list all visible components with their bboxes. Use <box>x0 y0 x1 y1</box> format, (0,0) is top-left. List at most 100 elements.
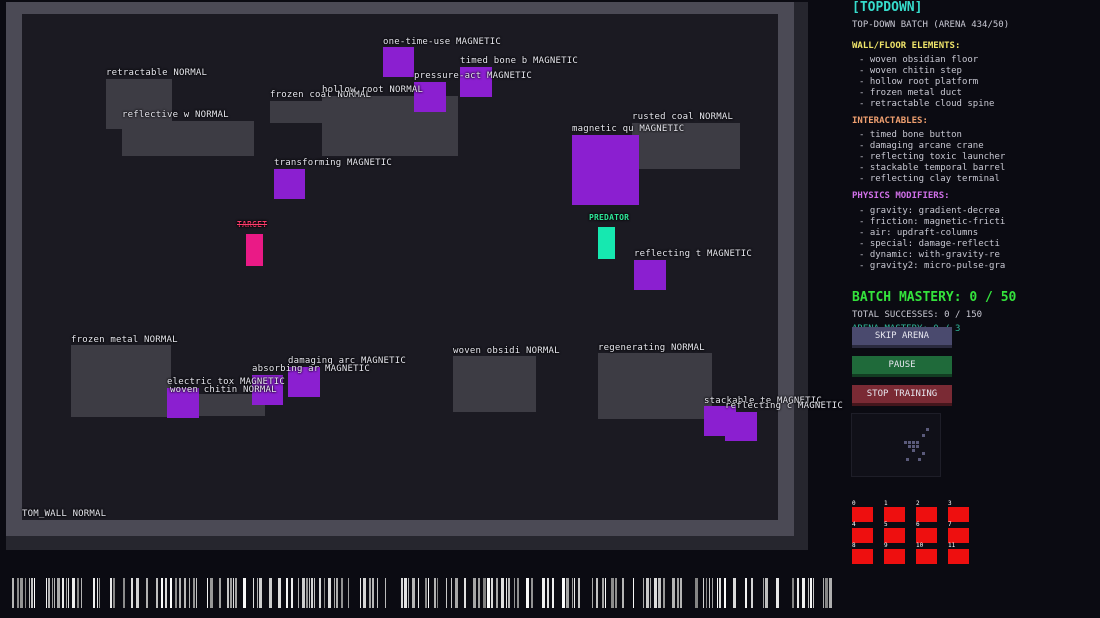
wall-list-item: - frozen metal duct <box>859 88 962 98</box>
barcode-bar <box>650 578 651 608</box>
agent-slot-number: 10 <box>916 542 924 549</box>
magnetic-electric-tox <box>167 388 199 418</box>
predator-label: PREDATOR <box>589 213 630 222</box>
physics-heading: PHYSICS MODIFIERS: <box>852 191 950 201</box>
barcode-bar <box>311 578 313 608</box>
agent-slot-number: 7 <box>948 521 952 528</box>
barcode-bar <box>517 578 519 608</box>
barcode-bar <box>196 578 197 608</box>
barcode-bar <box>175 578 177 608</box>
barcode-bar <box>487 578 490 608</box>
interactable-list-item: - stackable temporal barrel <box>859 163 1006 173</box>
stop-training-button[interactable]: STOP TRAINING <box>852 385 952 406</box>
barcode-bar <box>483 578 486 608</box>
skip-arena-button[interactable]: SKIP ARENA <box>852 327 952 348</box>
label-woven-obsidian: woven obsidi NORMAL <box>453 346 560 356</box>
label-electric-tox: electric tox MAGNETIC <box>167 377 285 387</box>
barcode-bar <box>77 578 79 608</box>
barcode-bar <box>706 578 707 608</box>
barcode-bar <box>146 578 148 608</box>
agent-slot-number: 3 <box>948 500 952 507</box>
barcode-bar <box>434 578 436 608</box>
barcode-bar <box>797 578 799 608</box>
barcode-bar <box>751 578 753 608</box>
physics-list-item: - gravity: gradient-decrea <box>859 206 1000 216</box>
barcode-bar <box>724 578 726 608</box>
magnetic-one-time-use <box>383 47 414 77</box>
barcode-bar <box>464 578 466 608</box>
barcode-bar <box>658 578 661 608</box>
barcode-bar <box>418 578 419 608</box>
barcode-bar <box>712 578 713 608</box>
barcode-bar <box>646 578 649 608</box>
label-regenerating: regenerating NORMAL <box>598 343 705 353</box>
barcode-bar <box>412 578 415 608</box>
wall-list-item: - woven obsidian floor <box>859 55 979 65</box>
barcode-bar <box>269 578 272 608</box>
barcode-bar <box>428 578 429 608</box>
wall-list-item: - hollow root platform <box>859 77 979 87</box>
barcode-bar <box>404 578 407 608</box>
barcode-bar <box>278 578 281 608</box>
pause-button[interactable]: PAUSE <box>852 356 952 377</box>
timeline-barcode <box>12 578 832 608</box>
barcode-bar <box>184 578 186 608</box>
barcode-bar <box>408 578 409 608</box>
barcode-bar <box>286 578 288 608</box>
agent-slot <box>948 528 969 543</box>
interactables-heading: INTERACTABLES: <box>852 116 928 126</box>
barcode-bar <box>230 578 232 608</box>
minimap-dot <box>912 449 915 452</box>
barcode-bar <box>136 578 139 608</box>
barcode-bar <box>156 578 158 608</box>
barcode-bar <box>566 578 569 608</box>
label-one-time-use: one-time-use MAGNETIC <box>383 37 501 47</box>
barcode-bar <box>161 578 163 608</box>
minimap-dot <box>916 441 919 444</box>
barcode-bar <box>29 578 30 608</box>
barcode-bar <box>68 578 69 608</box>
barcode-bar <box>34 578 35 608</box>
barcode-bar <box>425 578 427 608</box>
agent-slot <box>916 507 937 522</box>
barcode-bar <box>455 578 458 608</box>
barcode-bar <box>506 578 507 608</box>
agent-slot-number: 1 <box>884 500 888 507</box>
target-label: TARGET <box>237 220 268 229</box>
barcode-bar <box>574 578 575 608</box>
barcode-bar <box>437 578 438 608</box>
barcode-bar <box>110 578 112 608</box>
physics-list-item: - dynamic: with-gravity-re <box>859 250 1000 260</box>
label-magnetic-qu: magnetic qu MAGNETIC <box>572 124 685 134</box>
barcode-bar <box>309 578 310 608</box>
barcode-bar <box>763 578 764 608</box>
magnetic-damaging-arc <box>288 367 320 397</box>
wall-woven-obsidian <box>453 356 536 412</box>
magnetic-reflecting-c <box>725 412 757 441</box>
predator-agent <box>598 227 615 259</box>
label-frozen-coal: frozen coal NORMAL <box>270 90 372 100</box>
interactable-list-item: - damaging arcane crane <box>859 141 984 151</box>
barcode-bar <box>611 578 614 608</box>
barcode-bar <box>491 578 493 608</box>
barcode-bar <box>193 578 195 608</box>
label-stackable-te: stackable te MAGNETIC <box>704 396 822 406</box>
mode-title: [TOPDOWN] <box>852 0 923 15</box>
label-woven-chitin: woven chitin NORMAL <box>170 385 277 395</box>
barcode-bar <box>765 578 768 608</box>
barcode-bar <box>25 578 26 608</box>
barcode-bar <box>703 578 704 608</box>
barcode-bar <box>717 578 718 608</box>
label-damaging-arc: damaging arc MAGNETIC <box>288 356 406 366</box>
barcode-bar <box>54 578 55 608</box>
barcode-bar <box>552 578 554 608</box>
label-tom-wall: TOM_WALL NORMAL <box>22 509 107 519</box>
barcode-bar <box>302 578 305 608</box>
barcode-bar <box>810 578 812 608</box>
magnetic-timed-bone-button <box>460 67 492 97</box>
barcode-bar <box>72 578 75 608</box>
barcode-bar <box>829 578 832 608</box>
barcode-bar <box>99 578 100 608</box>
physics-list-item: - air: updraft-columns <box>859 228 979 238</box>
barcode-bar <box>526 578 529 608</box>
